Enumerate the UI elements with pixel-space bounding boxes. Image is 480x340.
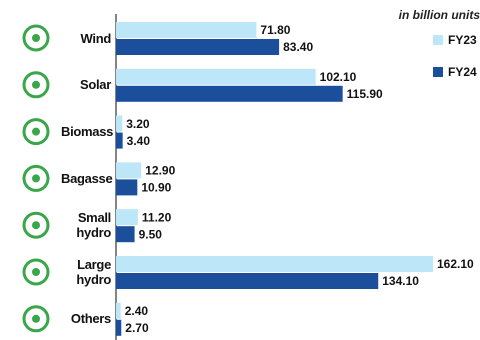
category-label: Bagasse [61,170,113,186]
value-label: 71.80 [260,23,290,37]
category-icon [22,164,50,192]
value-label: 134.10 [382,274,419,288]
bar [116,162,142,179]
category-icon-dot [32,314,40,323]
category-label: Others [70,311,111,327]
value-label: 3.20 [126,117,150,131]
value-label: 162.10 [437,257,474,271]
category-icon [22,211,50,239]
category-icon-dot [32,127,40,136]
value-label: 10.90 [141,181,171,195]
bar [116,115,123,132]
value-label: 12.90 [145,164,175,178]
legend-swatch [433,67,443,77]
bar [116,256,433,272]
category-label: Large hydro [76,257,111,287]
legend-label: FY23 [448,33,477,47]
bar [116,273,379,289]
category-icon-dot [32,221,40,230]
bar [116,39,280,55]
bar [116,179,138,196]
bar [116,226,135,243]
category-icon [22,118,50,146]
bar [116,22,257,38]
subtitle: in billion units [398,8,480,22]
category-icon [22,71,50,99]
category-icon-dot [32,268,40,276]
category-label: Solar [79,77,111,93]
value-label: 9.50 [139,227,163,241]
value-label: 2.70 [125,321,149,335]
bar [116,132,123,149]
category-icon [22,305,50,333]
bar [116,319,122,336]
bar [116,302,121,319]
value-label: 11.20 [142,210,172,224]
category-icon [22,24,50,52]
bar [116,68,316,85]
category-label: Small hydro [76,210,111,241]
value-label: 83.40 [283,40,313,54]
category-label: Biomass [61,124,114,140]
category-icon-dot [32,174,40,183]
category-icon-dot [32,80,40,89]
category-label: Wind [80,30,112,46]
bar [116,209,138,226]
value-label: 115.90 [347,87,383,101]
value-label: 3.40 [127,134,151,148]
category-icon [22,258,50,286]
bar [116,85,343,102]
legend-label: FY24 [448,65,477,79]
value-label: 2.40 [125,304,149,318]
legend-swatch [433,35,443,45]
value-label: 102.10 [320,70,357,84]
category-icon-dot [32,34,40,42]
